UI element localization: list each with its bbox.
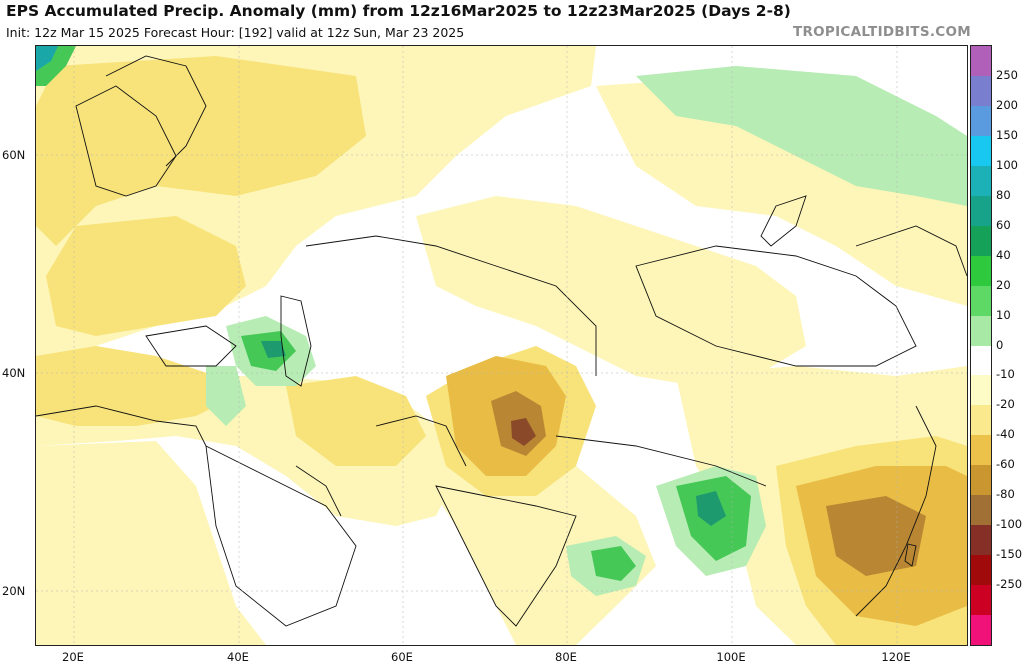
- colorbar-tick-label: 10: [996, 307, 1011, 322]
- eastern-europe-dry-core: [46, 216, 246, 336]
- bay-of-bengal-wet-core: [591, 546, 636, 581]
- border-lines: [36, 55, 967, 627]
- india-outline: [435, 485, 577, 627]
- iran-dry-core: [286, 376, 426, 466]
- map-subtitle: Init: 12z Mar 15 2025 Forecast Hour: [19…: [6, 25, 465, 40]
- central-asia-dry-area: [416, 196, 806, 386]
- colorbar-tick-label: 200: [996, 97, 1018, 112]
- colorbar-segment: [971, 165, 991, 196]
- lon-label-100e: 100E: [716, 650, 746, 664]
- lat-label-60n: 60N: [2, 148, 26, 162]
- siberia-dry-area: [596, 76, 967, 306]
- colorbar-segment: [971, 435, 991, 466]
- colorbar-segment: [971, 315, 991, 346]
- colorbar-tick-label: 150: [996, 127, 1018, 142]
- colorbar-segment: [971, 135, 991, 166]
- mongolia-border: [635, 245, 917, 367]
- arabian-peninsula: [205, 445, 357, 627]
- lon-label-80e: 80E: [555, 650, 577, 664]
- graticule: [36, 46, 967, 645]
- colorbar-segment: [971, 495, 991, 526]
- teal-anomaly-layer: [36, 46, 58, 71]
- karakoram-darkest-core: [511, 418, 536, 446]
- lake-baikal-outline: [760, 195, 807, 247]
- colorbar-tick-label: -20: [996, 397, 1015, 412]
- caspian-sea-outline: [280, 295, 312, 387]
- map-canvas: [36, 46, 967, 645]
- colorbar-tick-label: 250: [996, 67, 1018, 82]
- scandinavia-coast: [105, 55, 207, 167]
- colorbar-segment: [971, 525, 991, 556]
- colorbar-segment: [971, 555, 991, 586]
- russia-china-border: [855, 225, 967, 277]
- tibet-border: [555, 435, 767, 487]
- colorbar-tick-label: -150: [996, 547, 1023, 562]
- colorbar-tick-label: -250: [996, 577, 1023, 592]
- lon-label-60e: 60E: [391, 650, 413, 664]
- colorbar-tick-label: -10: [996, 367, 1015, 382]
- colorbar-tick-label: 0: [996, 337, 1004, 352]
- caucasus-darkest-wet-core: [261, 341, 286, 358]
- brand-watermark[interactable]: TROPICALTIDBITS.COM: [792, 24, 971, 40]
- iran-afghan-border: [375, 415, 467, 467]
- colorbar-segment: [971, 345, 991, 376]
- colorbar-tick-label: 80: [996, 187, 1011, 202]
- colorbar-tick-label: -100: [996, 517, 1023, 532]
- lon-label-40e: 40E: [227, 650, 249, 664]
- central-asia-borders: [305, 235, 597, 376]
- lon-label-20e: 20E: [62, 650, 84, 664]
- colorbar-segment: [971, 285, 991, 316]
- persian-gulf: [295, 465, 342, 517]
- colorbar-segment: [971, 225, 991, 256]
- colorbar-tick-label: -40: [996, 427, 1015, 442]
- myanmar-darkest-wet-core: [696, 491, 726, 526]
- arctic-teal-core: [36, 46, 58, 71]
- colorbar-segment: [971, 105, 991, 136]
- colorbar-segment: [971, 195, 991, 226]
- dark-brown-anomaly-layer: [511, 418, 536, 446]
- lat-label-40n: 40N: [2, 366, 26, 380]
- colorbar-segment: [971, 585, 991, 616]
- colorbar-tick-label: -60: [996, 457, 1015, 472]
- scandinavia-dry-core: [36, 56, 366, 246]
- colorbar-tick-label: 100: [996, 157, 1018, 172]
- europe-coastline: [75, 85, 177, 197]
- colorbar: [970, 45, 992, 646]
- black-sea-outline: [145, 325, 237, 367]
- colorbar-tick-label: 40: [996, 247, 1011, 262]
- dark-green-anomaly-layer: [261, 341, 726, 526]
- precip-anomaly-map: [35, 45, 968, 646]
- colorbar-tick-label: 20: [996, 277, 1011, 292]
- taiwan-outline: [904, 543, 917, 567]
- colorbar-segment: [971, 46, 991, 76]
- colorbar-segment: [971, 615, 991, 646]
- north-africa-dry-area: [36, 441, 266, 645]
- header: EPS Accumulated Precip. Anomaly (mm) fro…: [0, 0, 1024, 45]
- colorbar-tick-label: 60: [996, 217, 1011, 232]
- lon-label-120e: 120E: [881, 650, 911, 664]
- colorbar-segment: [971, 465, 991, 496]
- colorbar-segment: [971, 405, 991, 436]
- map-title: EPS Accumulated Precip. Anomaly (mm) fro…: [6, 2, 791, 20]
- colorbar-segment: [971, 255, 991, 286]
- mediterranean-coast: [36, 405, 207, 447]
- levant-wet-area: [206, 366, 246, 426]
- north-siberia-wet-area: [636, 66, 967, 206]
- colorbar-segment: [971, 375, 991, 406]
- colorbar-segment: [971, 75, 991, 106]
- colorbar-tick-label: -80: [996, 487, 1015, 502]
- lat-label-20n: 20N: [2, 584, 26, 598]
